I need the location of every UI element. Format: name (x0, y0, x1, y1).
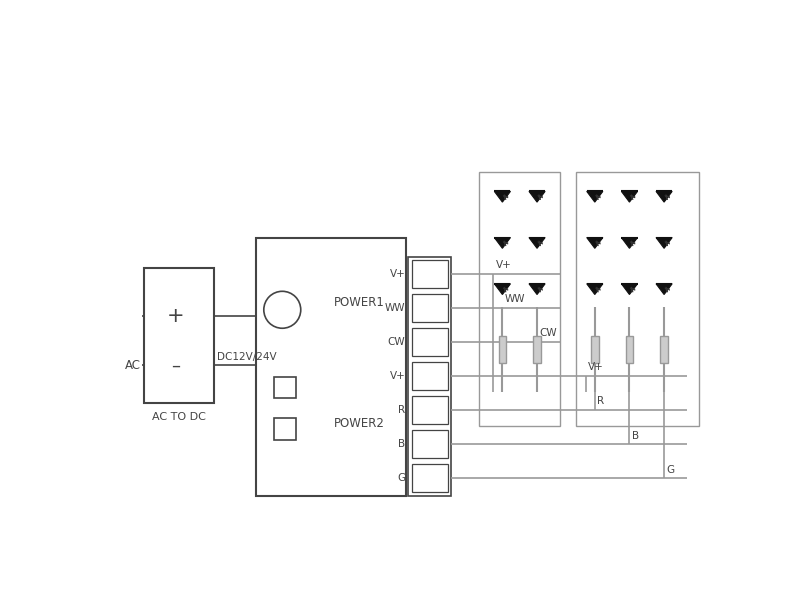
Text: +: + (166, 305, 184, 326)
Bar (411, 260, 448, 288)
Polygon shape (622, 238, 638, 248)
Polygon shape (656, 284, 672, 295)
Text: R: R (597, 397, 604, 406)
Polygon shape (529, 191, 545, 202)
Polygon shape (622, 284, 638, 295)
Polygon shape (656, 191, 672, 202)
Text: V+: V+ (495, 260, 511, 270)
Text: AC: AC (125, 359, 141, 372)
Bar (479, 172, 560, 426)
Bar (274, 377, 295, 398)
Text: G: G (666, 464, 674, 475)
Bar (411, 396, 448, 424)
Text: G: G (398, 473, 406, 484)
Bar (411, 464, 448, 493)
Text: B: B (632, 431, 639, 440)
Polygon shape (656, 238, 672, 248)
Bar (660, 336, 668, 362)
Polygon shape (494, 284, 510, 295)
Text: V+: V+ (390, 269, 406, 279)
Text: B: B (398, 439, 406, 449)
Bar (409, 257, 451, 496)
Polygon shape (529, 284, 545, 295)
Bar (591, 336, 598, 362)
Text: DC12V/24V: DC12V/24V (217, 352, 276, 362)
Text: AC TO DC: AC TO DC (152, 412, 206, 422)
Text: WW: WW (505, 294, 526, 304)
Text: CW: CW (388, 337, 406, 347)
Bar (626, 336, 634, 362)
Text: –: – (171, 356, 180, 374)
Text: V+: V+ (588, 362, 604, 372)
Text: POWER2: POWER2 (334, 417, 385, 430)
Bar (144, 268, 214, 403)
Bar (274, 418, 295, 440)
Polygon shape (586, 284, 603, 295)
Bar (534, 336, 541, 362)
Bar (256, 238, 406, 496)
Bar (575, 172, 698, 426)
Text: V+: V+ (390, 371, 406, 381)
Bar (411, 362, 448, 390)
Text: R: R (398, 405, 406, 415)
Polygon shape (494, 238, 510, 248)
Text: CW: CW (539, 328, 557, 338)
Bar (498, 336, 506, 362)
Polygon shape (586, 191, 603, 202)
Text: POWER1: POWER1 (334, 296, 385, 308)
Bar (411, 328, 448, 356)
Polygon shape (494, 191, 510, 202)
Bar (411, 430, 448, 458)
Polygon shape (529, 238, 545, 248)
Polygon shape (586, 238, 603, 248)
Text: WW: WW (385, 303, 406, 313)
Polygon shape (622, 191, 638, 202)
Bar (411, 294, 448, 322)
